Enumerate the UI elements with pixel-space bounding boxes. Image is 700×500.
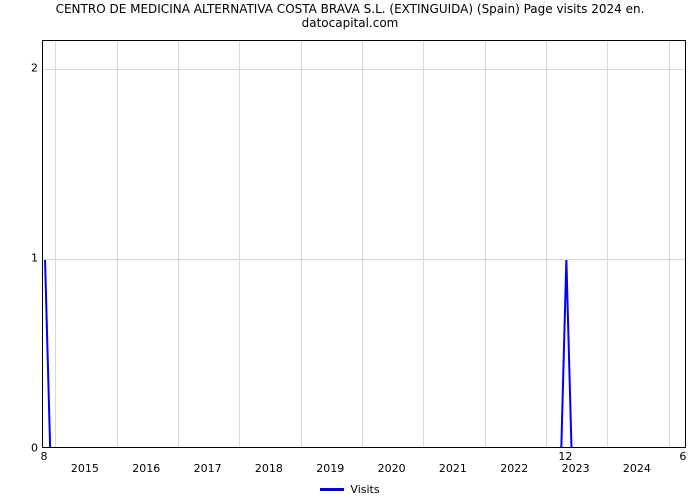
visits-line <box>43 41 686 448</box>
grid-line-vertical <box>55 41 56 447</box>
grid-line-vertical <box>485 41 486 447</box>
grid-line-vertical <box>546 41 547 447</box>
grid-line-vertical <box>239 41 240 447</box>
legend-swatch <box>320 488 344 491</box>
value-tag: 6 <box>679 450 686 463</box>
grid-line-vertical <box>178 41 179 447</box>
x-tick-label: 2020 <box>378 462 406 475</box>
x-tick-label: 2016 <box>132 462 160 475</box>
legend: Visits <box>0 483 700 496</box>
x-tick-label: 2021 <box>439 462 467 475</box>
grid-line-horizontal <box>43 259 685 260</box>
grid-line-horizontal <box>43 69 685 70</box>
chart-title: CENTRO DE MEDICINA ALTERNATIVA COSTA BRA… <box>0 2 700 31</box>
grid-line-vertical <box>607 41 608 447</box>
x-tick-label: 2017 <box>194 462 222 475</box>
grid-line-vertical <box>423 41 424 447</box>
x-tick-label: 2015 <box>71 462 99 475</box>
value-tag: 8 <box>41 450 48 463</box>
visits-chart: CENTRO DE MEDICINA ALTERNATIVA COSTA BRA… <box>0 0 700 500</box>
x-tick-label: 2022 <box>500 462 528 475</box>
grid-line-vertical <box>117 41 118 447</box>
grid-line-vertical <box>362 41 363 447</box>
x-tick-label: 2023 <box>562 462 590 475</box>
grid-line-vertical <box>669 41 670 447</box>
y-tick-label: 0 <box>24 442 38 455</box>
x-tick-label: 2019 <box>316 462 344 475</box>
y-tick-label: 2 <box>24 62 38 75</box>
grid-line-vertical <box>301 41 302 447</box>
x-tick-label: 2024 <box>623 462 651 475</box>
plot-area <box>42 40 686 448</box>
x-tick-label: 2018 <box>255 462 283 475</box>
legend-label: Visits <box>350 483 379 496</box>
value-tag: 12 <box>558 450 572 463</box>
y-tick-label: 1 <box>24 252 38 265</box>
